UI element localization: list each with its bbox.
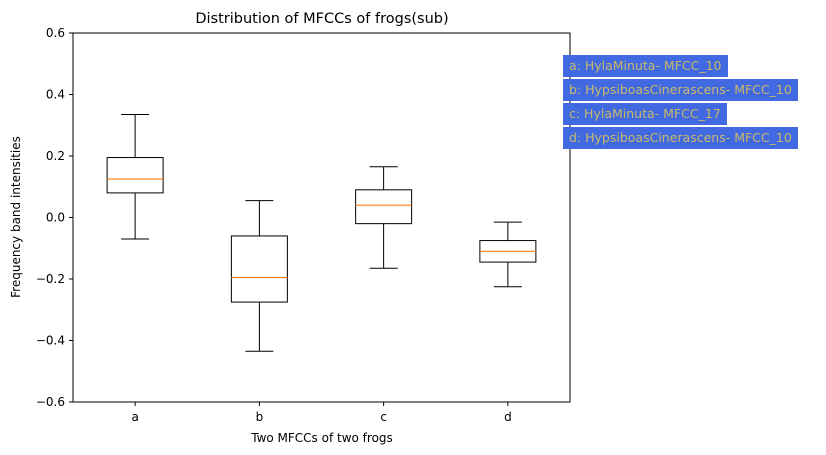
legend-entry-a: a: HylaMinuta- MFCC_10 <box>563 55 728 77</box>
box-a <box>106 157 164 194</box>
x-tick-label: a <box>131 410 138 424</box>
legend-entry-d: d: HypsiboasCinerascens- MFCC_10 <box>563 127 798 149</box>
plot-area: −0.6 −0.4 −0.2 0.0 0.2 0.4 0.6 a b c d <box>36 26 571 424</box>
x-tick-label: b <box>256 410 264 424</box>
y-tick-label: −0.6 <box>36 395 65 409</box>
x-axis-title: Two MFCCs of two frogs <box>250 431 393 445</box>
legend-entry-c: c: HylaMinuta- MFCC_17 <box>563 103 727 125</box>
box-c <box>355 189 413 225</box>
y-axis-title: Frequency band intensities <box>9 136 23 298</box>
y-tick-label: 0.6 <box>46 26 65 40</box>
legend: a: HylaMinuta- MFCC_10 b: HypsiboasCiner… <box>563 55 821 235</box>
x-tick-label: d <box>504 410 512 424</box>
y-tick-label: 0.2 <box>46 149 65 163</box>
x-tick-label: c <box>380 410 387 424</box>
y-tick-label: 0.4 <box>46 88 65 102</box>
y-tick-label: −0.2 <box>36 272 65 286</box>
chart-title: Distribution of MFCCs of frogs(sub) <box>195 11 448 27</box>
plot-frame <box>72 32 571 403</box>
legend-entry-b: b: HypsiboasCinerascens- MFCC_10 <box>563 79 798 101</box>
y-tick-label: 0.0 <box>46 211 65 225</box>
y-tick-label: −0.4 <box>36 334 65 348</box>
box-b <box>230 235 288 303</box>
